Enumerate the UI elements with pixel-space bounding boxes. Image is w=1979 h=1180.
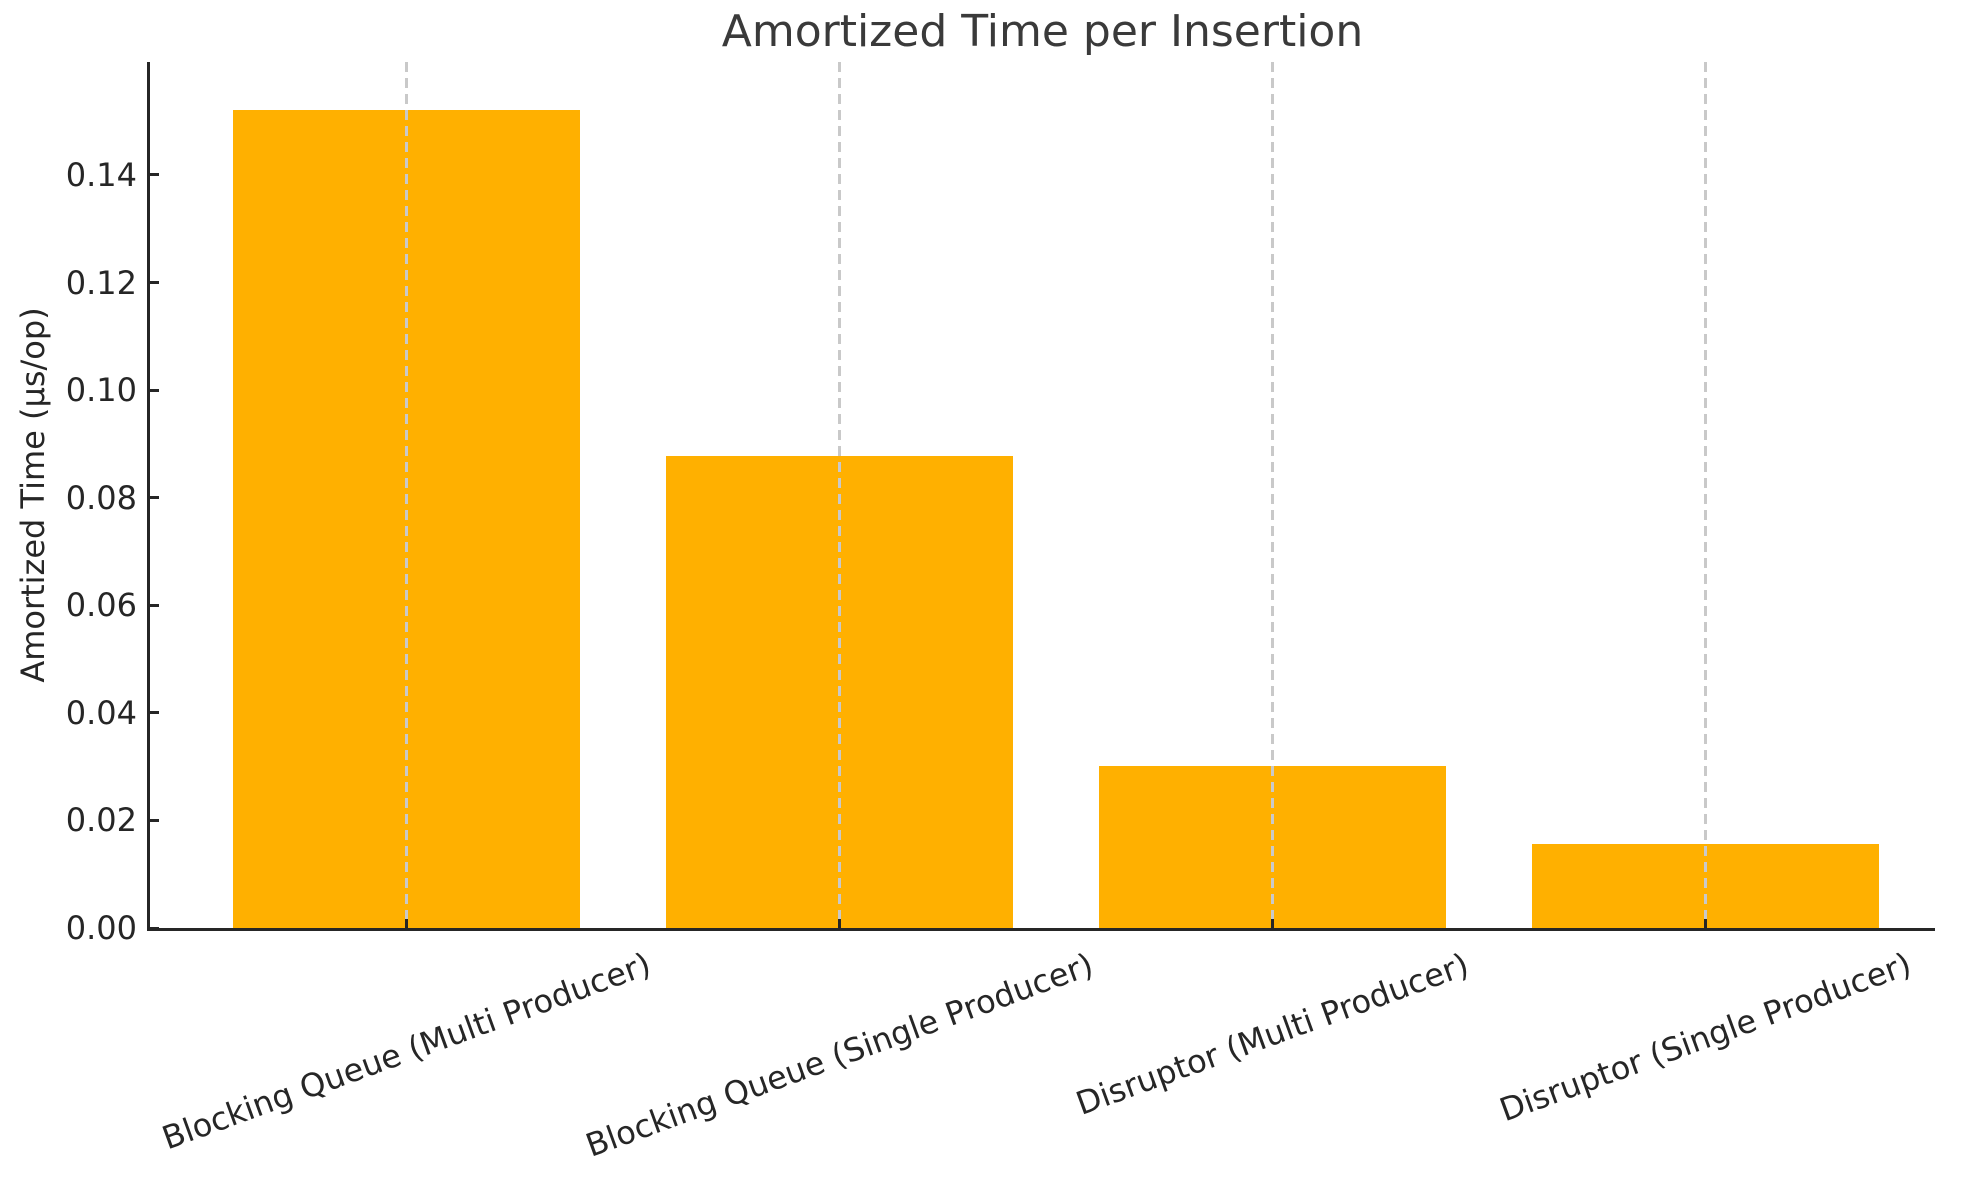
gridline	[1703, 62, 1707, 928]
x-tick-label: Blocking Queue (Single Producer)	[580, 944, 1098, 1165]
x-tick-label: Disruptor (Single Producer)	[1494, 944, 1916, 1130]
y-tick-mark	[150, 173, 159, 177]
y-tick-label: 0.06	[65, 586, 137, 625]
gridline	[404, 62, 408, 928]
y-tick-label: 0.00	[65, 909, 137, 947]
x-tick-mark	[404, 919, 408, 928]
x-tick-mark	[1703, 919, 1707, 928]
y-tick-label: 0.10	[65, 371, 137, 410]
y-tick-label: 0.12	[65, 263, 137, 302]
y-tick-label: 0.08	[65, 478, 137, 517]
y-tick-mark	[150, 496, 159, 500]
y-tick-mark	[150, 281, 159, 285]
plot-area	[147, 62, 1935, 931]
y-tick-mark	[150, 711, 159, 715]
x-tick-label: Blocking Queue (Multi Producer)	[156, 944, 656, 1158]
y-tick-mark	[150, 388, 159, 392]
gridline	[1270, 62, 1274, 928]
y-tick-mark	[150, 818, 159, 822]
x-tick-mark	[1270, 919, 1274, 928]
x-tick-label: Disruptor (Multi Producer)	[1070, 945, 1474, 1123]
y-tick-mark	[150, 926, 159, 930]
x-tick-mark	[837, 919, 841, 928]
y-tick-label: 0.02	[65, 801, 137, 840]
y-tick-label: 0.04	[65, 693, 137, 732]
y-tick-label: 0.14	[65, 155, 137, 194]
gridline	[837, 62, 841, 928]
chart-title: Amortized Time per Insertion	[721, 6, 1364, 57]
y-tick-mark	[150, 603, 159, 607]
